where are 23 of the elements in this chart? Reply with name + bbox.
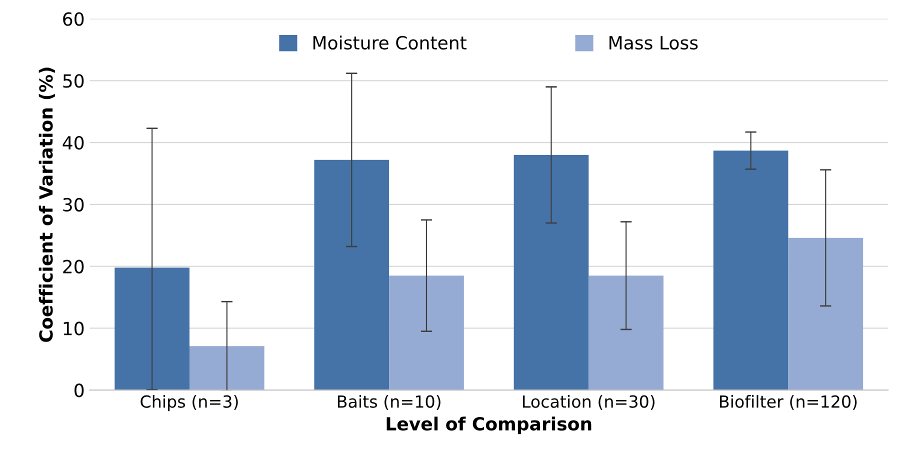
bar bbox=[114, 268, 190, 390]
x-tick-label: Biofilter (n=120) bbox=[720, 394, 857, 410]
y-tick-label: 30 bbox=[63, 198, 84, 212]
x-axis-title: Level of Comparison bbox=[386, 416, 592, 434]
x-tick-label: Baits (n=10) bbox=[338, 394, 440, 410]
y-tick-label: 40 bbox=[62, 136, 84, 150]
bar bbox=[514, 154, 589, 390]
y-tick-label: 10 bbox=[64, 322, 84, 336]
bar bbox=[588, 276, 664, 390]
bar bbox=[314, 160, 390, 390]
legend-label: Moisture Content bbox=[313, 36, 466, 50]
legend-label: Mass Loss bbox=[610, 36, 698, 50]
bar bbox=[189, 346, 264, 390]
y-tick-label: 0 bbox=[74, 384, 84, 398]
y-tick-label: 20 bbox=[63, 260, 84, 274]
x-tick-label: Location (n=30) bbox=[523, 394, 654, 410]
x-tick-label: Chips (n=3) bbox=[140, 394, 238, 412]
y-tick-label: 60 bbox=[63, 12, 84, 26]
bar bbox=[713, 150, 788, 390]
bar bbox=[389, 276, 464, 390]
y-tick-label: 50 bbox=[63, 74, 84, 88]
y-axis-title: Coefficient of Variation (%) bbox=[38, 68, 55, 342]
bar bbox=[788, 238, 864, 390]
